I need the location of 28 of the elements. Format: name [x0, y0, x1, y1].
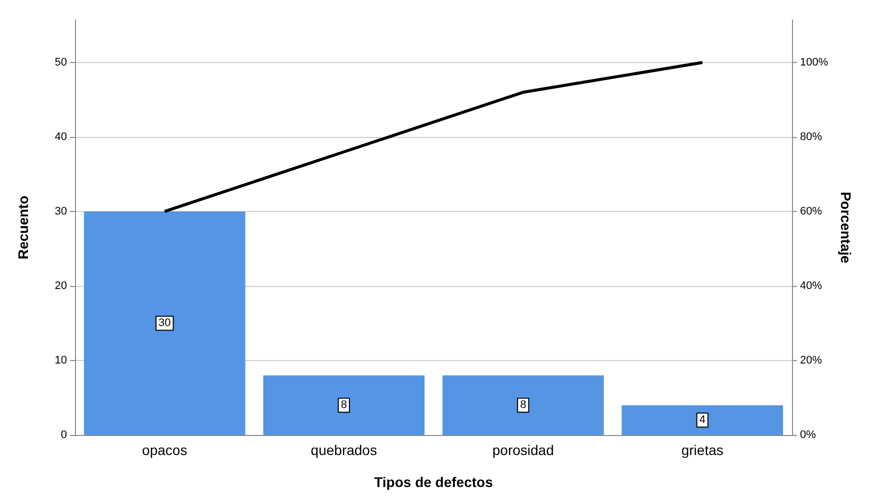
y-tick-label: 10 — [54, 354, 67, 366]
data-label: 8 — [520, 399, 526, 412]
y2-tick-label: 40% — [800, 280, 822, 292]
y2-tick-label: 80% — [800, 130, 822, 143]
data-label: 4 — [699, 414, 706, 426]
y-tick-label: 0 — [60, 429, 67, 441]
y-tick-label: 20 — [54, 280, 67, 292]
bar — [442, 375, 604, 435]
y-tick-label: 50 — [54, 56, 67, 68]
y2-tick-label: 100% — [800, 56, 828, 68]
bar — [622, 405, 784, 435]
y2-axis-title: Porcentaje — [838, 192, 854, 264]
y2-tick-label: 20% — [800, 354, 822, 366]
bar — [263, 375, 425, 435]
y-axis-title: Recuento — [15, 196, 31, 260]
x-tick-label: opacos — [142, 442, 188, 458]
x-tick-label: porosidad — [492, 442, 554, 458]
y-tick-label: 30 — [54, 205, 67, 218]
y2-tick-label: 60% — [800, 205, 822, 218]
x-tick-label: grietas — [681, 442, 724, 458]
line-series — [163, 60, 704, 213]
x-tick-label: quebrados — [310, 442, 377, 458]
y2-tick-label: 0% — [800, 429, 816, 441]
y-tick-label: 40 — [54, 130, 67, 143]
data-label: 8 — [340, 399, 347, 412]
x-axis-title: Tipos de defectos — [374, 474, 494, 490]
bar — [84, 211, 246, 435]
data-label: 30 — [158, 317, 171, 330]
